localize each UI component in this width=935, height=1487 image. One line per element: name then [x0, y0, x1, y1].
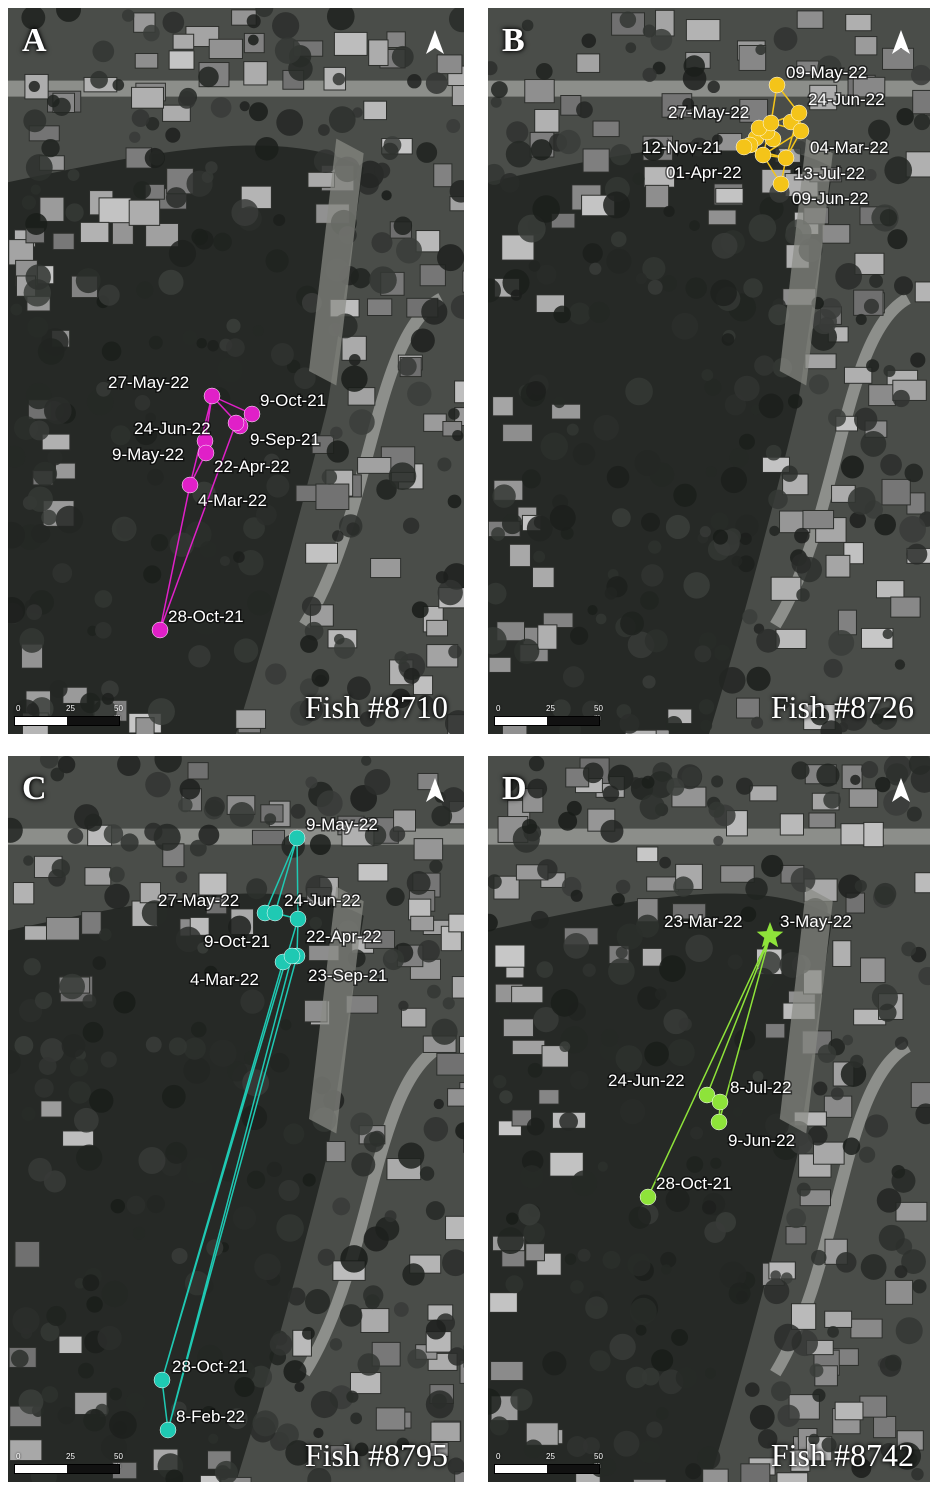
release-star-icon [756, 922, 784, 948]
scale-tick-25: 25 [66, 1452, 75, 1461]
location-point [735, 138, 753, 156]
point-date-label: 3-May-22 [780, 912, 852, 931]
location-point [754, 146, 772, 164]
fish-id-label: Fish #8710 [304, 689, 448, 725]
point-date-label: 12-Nov-21 [642, 138, 721, 157]
location-point [203, 387, 221, 405]
scale-bar: 0 25 50 m [494, 1452, 606, 1476]
north-arrow-icon [892, 778, 910, 802]
point-date-label: 9-Oct-21 [204, 932, 270, 951]
point-date-label: 24-Jun-22 [608, 1071, 685, 1090]
location-point [151, 621, 169, 639]
point-date-label: 4-Mar-22 [198, 491, 267, 510]
panel-b: 09-May-22 24-Jun-22 27-May-22 04-Mar-22 12-N… [488, 8, 930, 734]
location-point [768, 76, 786, 94]
point-date-label: 27-May-22 [158, 891, 239, 910]
location-point [698, 1086, 716, 1104]
point-date-label: 24-Jun-22 [808, 90, 885, 109]
panel-a: 27-May-22 9-Oct-21 24-Jun-22 9-Sep-21 9-May-… [8, 8, 464, 734]
panel-d: 23-Mar-22 3-May-22 24-Jun-22 8-Jul-22 9-Jun-… [488, 756, 930, 1482]
point-date-label: 9-Oct-21 [260, 391, 326, 410]
location-point [711, 1093, 729, 1111]
north-arrow-icon [426, 778, 444, 802]
point-date-label: 28-Oct-21 [172, 1357, 248, 1376]
point-date-label: 4-Mar-22 [190, 970, 259, 989]
location-point [243, 405, 261, 423]
location-point [790, 104, 808, 122]
point-date-label: 24-Jun-22 [134, 419, 211, 438]
location-point [181, 476, 199, 494]
point-date-label: 27-May-22 [668, 103, 749, 122]
location-point [288, 829, 306, 847]
point-date-label: 13-Jul-22 [794, 164, 865, 183]
location-point [159, 1421, 177, 1439]
location-point [639, 1188, 657, 1206]
scale-bar: 0 25 50 m [14, 1452, 126, 1476]
panel-letter: C [22, 770, 47, 807]
point-date-label: 9-Jun-22 [728, 1131, 795, 1150]
point-date-label: 22-Apr-22 [214, 457, 290, 476]
location-point [283, 947, 301, 965]
location-point [772, 175, 790, 193]
point-date-label: 28-Oct-21 [656, 1174, 732, 1193]
point-date-label: 28-Oct-21 [168, 607, 244, 626]
panel-letter: A [22, 22, 47, 59]
point-date-label: 9-May-22 [306, 815, 378, 834]
location-point [266, 904, 284, 922]
point-date-label: 01-Apr-22 [666, 163, 742, 182]
location-point [710, 1113, 728, 1131]
point-date-label: 23-Mar-22 [664, 912, 742, 931]
panel-letter: B [502, 22, 525, 59]
point-date-label: 8-Jul-22 [730, 1078, 791, 1097]
scale-tick-0: 0 [496, 1452, 501, 1461]
north-arrow-icon [892, 30, 910, 54]
location-point [153, 1371, 171, 1389]
point-date-label: 27-May-22 [108, 373, 189, 392]
fish-track [161, 837, 299, 1431]
aerial-map-b: 09-May-22 24-Jun-22 27-May-22 04-Mar-22 12-N… [488, 8, 930, 734]
point-date-label: 04-Mar-22 [810, 138, 888, 157]
scale-tick-0: 0 [16, 1452, 21, 1461]
location-point [197, 444, 215, 462]
scale-bar: 0 25 50 m [14, 704, 126, 728]
location-point [289, 910, 307, 928]
panel-c: 9-May-22 27-May-22 24-Jun-22 9-Oct-21 22-Apr… [8, 756, 464, 1482]
scale-bar: 0 25 50 m [494, 704, 606, 728]
point-date-label: 09-Jun-22 [792, 189, 869, 208]
point-date-label: 9-Sep-21 [250, 430, 320, 449]
fish-id-label: Fish #8726 [770, 689, 914, 725]
point-date-label: 23-Sep-21 [308, 966, 387, 985]
point-date-label: 9-May-22 [112, 445, 184, 464]
location-point [762, 114, 780, 132]
aerial-map-d: 23-Mar-22 3-May-22 24-Jun-22 8-Jul-22 9-Jun-… [488, 756, 930, 1482]
scale-tick-25: 25 [546, 1452, 555, 1461]
point-date-label: 22-Apr-22 [306, 927, 382, 946]
location-point [227, 414, 245, 432]
panel-letter: D [502, 770, 527, 807]
scale-tick-0: 0 [16, 704, 21, 713]
fish-id-label: Fish #8795 [304, 1437, 448, 1473]
scale-tick-25: 25 [546, 704, 555, 713]
location-point [777, 149, 795, 167]
track-line [161, 837, 299, 1431]
aerial-map-a: 27-May-22 9-Oct-21 24-Jun-22 9-Sep-21 9-May-… [8, 8, 464, 734]
fish-id-label: Fish #8742 [770, 1437, 914, 1473]
point-date-label: 09-May-22 [786, 63, 867, 82]
north-arrow-icon [426, 30, 444, 54]
location-point [792, 122, 810, 140]
scale-tick-25: 25 [66, 704, 75, 713]
point-date-label: 24-Jun-22 [284, 891, 361, 910]
scale-tick-0: 0 [496, 704, 501, 713]
point-date-label: 8-Feb-22 [176, 1407, 245, 1426]
aerial-map-c: 9-May-22 27-May-22 24-Jun-22 9-Oct-21 22-Apr… [8, 756, 464, 1482]
